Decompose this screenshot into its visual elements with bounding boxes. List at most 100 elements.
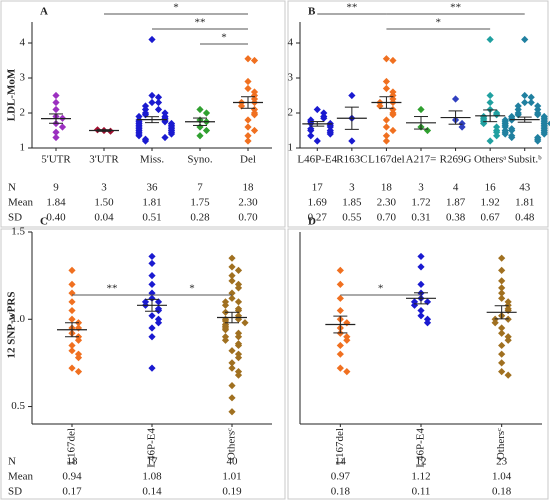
table-cell: 0.28 bbox=[190, 212, 210, 224]
data-point bbox=[52, 133, 60, 142]
x-tick-label: 3'UTR bbox=[89, 154, 119, 166]
data-point bbox=[196, 105, 204, 114]
x-tick-label: Othersᵃ bbox=[474, 154, 506, 166]
data-point bbox=[493, 132, 501, 140]
data-point bbox=[382, 137, 391, 145]
data-point bbox=[58, 123, 67, 131]
table-cell: 0.11 bbox=[412, 486, 431, 498]
data-point bbox=[250, 56, 259, 65]
data-point bbox=[68, 266, 76, 274]
data-point bbox=[221, 301, 230, 309]
data-point bbox=[196, 132, 204, 140]
significance-label: ** bbox=[195, 17, 206, 29]
significance-label: * bbox=[436, 17, 442, 29]
table-cell: 3 bbox=[101, 182, 107, 194]
significance-label: * bbox=[189, 283, 195, 295]
table-cell: 7 bbox=[197, 182, 203, 194]
data-point bbox=[228, 294, 236, 302]
data-point bbox=[336, 294, 344, 302]
x-tick-label: A217= bbox=[406, 154, 437, 166]
table-cell: 36 bbox=[147, 182, 159, 194]
significance-label: * bbox=[173, 2, 179, 14]
table-cell: 0.38 bbox=[446, 212, 466, 224]
table-cell: 0.18 bbox=[492, 486, 512, 498]
data-point bbox=[417, 312, 425, 320]
data-point bbox=[498, 341, 506, 350]
table-cell: 0.48 bbox=[515, 212, 535, 224]
table-cell: 17 bbox=[147, 456, 159, 468]
y-tick-label: 1 bbox=[288, 142, 294, 154]
x-tick-label: L46P-E4 bbox=[146, 428, 158, 468]
table-row-label: N bbox=[8, 456, 16, 468]
data-point bbox=[148, 294, 156, 302]
y-tick-label: 3 bbox=[20, 72, 26, 84]
data-point bbox=[326, 130, 334, 138]
table-cell: 1.04 bbox=[492, 471, 512, 483]
data-point bbox=[498, 284, 506, 292]
data-point bbox=[313, 137, 321, 145]
data-point bbox=[504, 306, 512, 315]
data-point bbox=[154, 105, 163, 114]
data-point bbox=[389, 126, 397, 135]
data-point bbox=[382, 123, 391, 131]
data-point bbox=[376, 102, 384, 110]
table-cell: 0.67 bbox=[481, 212, 501, 224]
data-point bbox=[74, 324, 83, 332]
data-point bbox=[228, 263, 236, 271]
data-point bbox=[534, 111, 542, 119]
data-point bbox=[234, 341, 243, 350]
x-tick-label: Del bbox=[240, 154, 256, 166]
table-cell: 0.51 bbox=[142, 212, 161, 224]
table-cell: 1.84 bbox=[46, 197, 66, 209]
data-point bbox=[343, 368, 351, 376]
data-point bbox=[241, 319, 249, 327]
table-cell: 1.85 bbox=[342, 197, 362, 209]
data-point bbox=[141, 111, 150, 119]
data-point bbox=[382, 116, 391, 124]
data-point bbox=[389, 111, 397, 119]
x-tick-label: L167del bbox=[368, 154, 405, 166]
table-cell: 43 bbox=[519, 182, 531, 194]
table-cell: 0.94 bbox=[62, 471, 82, 483]
data-point bbox=[148, 333, 156, 341]
data-point bbox=[154, 93, 163, 101]
data-point bbox=[382, 55, 391, 63]
data-point bbox=[154, 319, 163, 327]
table-cell: 1.92 bbox=[481, 197, 500, 209]
data-point bbox=[320, 114, 328, 122]
data-point bbox=[228, 277, 236, 285]
data-point bbox=[382, 84, 391, 93]
data-point bbox=[508, 133, 516, 142]
table-cell: 1.50 bbox=[94, 197, 114, 209]
data-point bbox=[498, 294, 506, 302]
data-point bbox=[234, 284, 243, 292]
data-point bbox=[521, 91, 529, 100]
data-point bbox=[161, 118, 169, 126]
data-point bbox=[68, 341, 76, 350]
data-point bbox=[521, 35, 529, 44]
data-point bbox=[480, 119, 488, 128]
significance-label: * bbox=[221, 32, 227, 44]
data-point bbox=[228, 394, 236, 402]
data-point bbox=[148, 252, 156, 261]
data-point bbox=[228, 408, 236, 416]
data-point bbox=[148, 272, 156, 280]
data-point bbox=[148, 98, 156, 107]
data-point bbox=[148, 364, 156, 372]
data-point bbox=[451, 95, 460, 103]
data-point bbox=[498, 350, 506, 358]
table-cell: 1.87 bbox=[446, 197, 466, 209]
y-tick-label: 0.5 bbox=[11, 400, 25, 412]
data-point bbox=[234, 371, 243, 379]
data-point bbox=[417, 306, 425, 315]
data-point bbox=[493, 111, 501, 119]
data-point bbox=[313, 105, 321, 114]
data-point bbox=[343, 336, 351, 344]
x-tick-label: Othersᶜ bbox=[226, 428, 238, 460]
data-point bbox=[486, 91, 494, 100]
data-point bbox=[244, 77, 252, 86]
x-tick-label: Miss. bbox=[140, 154, 164, 166]
data-point bbox=[458, 123, 466, 131]
data-point bbox=[68, 347, 76, 355]
